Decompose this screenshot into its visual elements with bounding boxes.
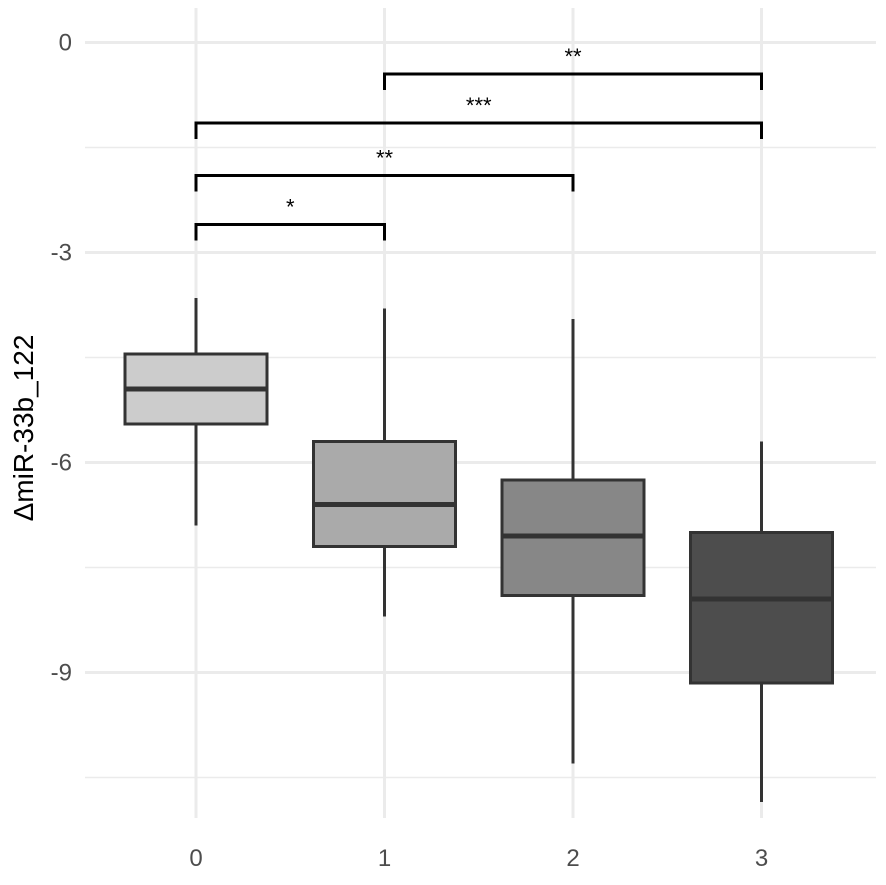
bracket-line — [194, 174, 575, 192]
x-tick-label: 2 — [566, 845, 579, 872]
significance-brackets: ******** — [194, 44, 763, 241]
bracket-line — [194, 223, 386, 241]
box-0 — [123, 298, 269, 526]
y-tick-label: -6 — [51, 450, 72, 477]
y-tick-label: -3 — [51, 240, 72, 267]
x-tick-label: 3 — [755, 845, 768, 872]
significance-label: *** — [466, 93, 492, 118]
box-2 — [500, 319, 646, 764]
y-axis-ticks: 0 -3 -6 -9 — [51, 30, 72, 687]
x-tick-label: 1 — [378, 845, 391, 872]
bracket-1-3: ** — [383, 44, 763, 90]
significance-label: ** — [564, 44, 582, 69]
box-series — [123, 298, 834, 802]
box-1 — [312, 308, 457, 617]
box-3 — [689, 441, 834, 802]
bracket-0-2: ** — [194, 146, 575, 192]
significance-label: * — [286, 195, 295, 220]
box-body — [312, 440, 457, 548]
x-axis-ticks: 0 1 2 3 — [189, 845, 768, 872]
bracket-0-3: *** — [194, 93, 763, 139]
significance-label: ** — [376, 146, 394, 171]
bracket-line — [194, 121, 763, 139]
bracket-line — [383, 72, 763, 90]
bracket-0-1: * — [194, 195, 386, 241]
y-tick-label: 0 — [59, 30, 72, 57]
x-tick-label: 0 — [189, 845, 202, 872]
box-body — [689, 531, 834, 685]
y-axis-title: ΔmiR-33b_122 — [8, 335, 39, 522]
y-tick-label: -9 — [51, 660, 72, 687]
